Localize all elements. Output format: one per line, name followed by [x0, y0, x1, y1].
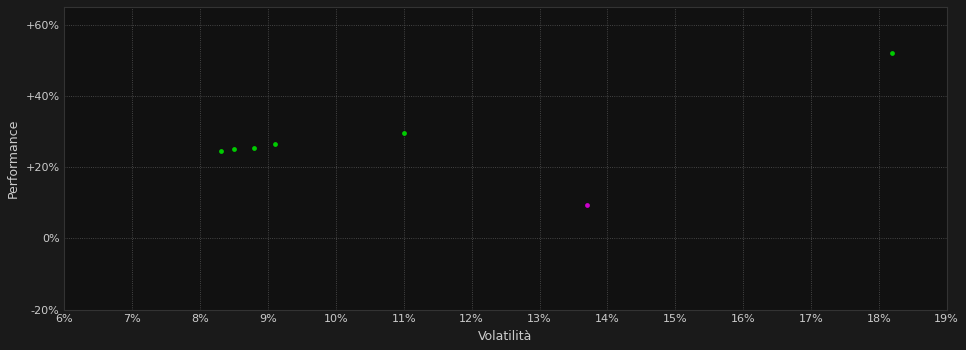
Point [580, 202, 595, 208]
Point [226, 147, 242, 152]
Point [268, 141, 283, 147]
X-axis label: Volatilità: Volatilità [478, 330, 533, 343]
Point [246, 145, 262, 150]
Point [885, 50, 900, 56]
Y-axis label: Performance: Performance [7, 119, 20, 198]
Point [396, 131, 412, 136]
Point [213, 148, 228, 154]
